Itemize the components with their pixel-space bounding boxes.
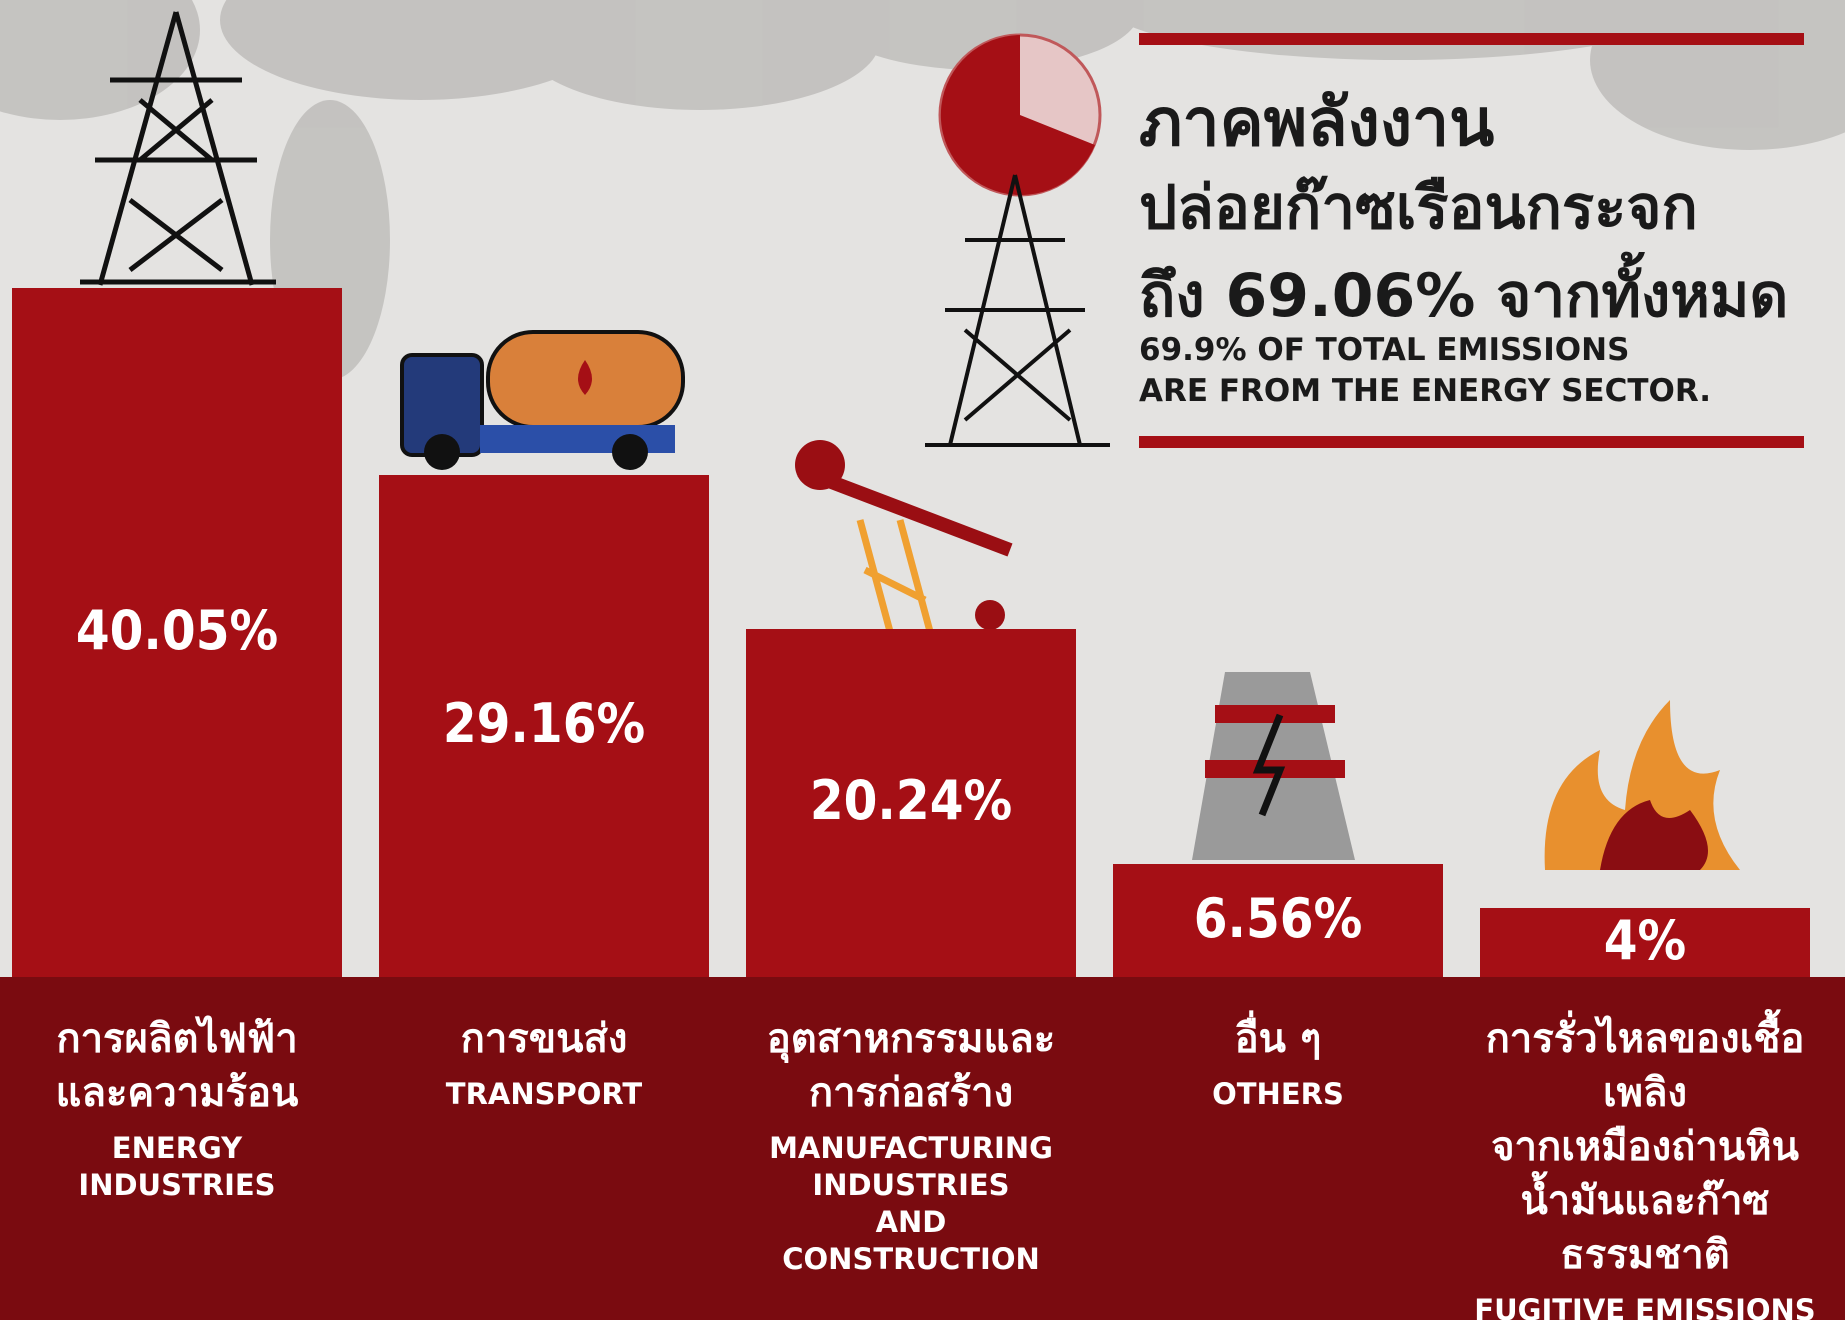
value-label: 4% — [1603, 908, 1687, 972]
pie-icon — [938, 33, 1102, 197]
label-band — [0, 977, 1845, 1320]
category-en: MANUFACTURING — [769, 1131, 1053, 1165]
bar — [1480, 908, 1810, 977]
title-line: ภาคพลังงาน — [1139, 84, 1495, 161]
truck-icon — [400, 330, 685, 470]
category-label: การขนส่ง TRANSPORT — [364, 1012, 724, 1113]
category-en: TRANSPORT — [445, 1077, 643, 1111]
category-th: การรั่วไหลของเชื้อเพลิง — [1485, 1016, 1805, 1116]
category-label: อื่น ๆ OTHERS — [1098, 1012, 1458, 1113]
category-th: การก่อสร้าง — [808, 1070, 1014, 1116]
category-en: AND — [875, 1205, 947, 1239]
cooling-tower-icon — [1192, 672, 1355, 860]
subtitle-line: ARE FROM THE ENERGY SECTOR. — [1139, 373, 1712, 409]
subtitle-line: 69.9% OF TOTAL EMISSIONS — [1139, 332, 1630, 368]
value-label: 6.56% — [1193, 886, 1363, 950]
rule — [1139, 33, 1804, 45]
tower-icon — [80, 11, 276, 286]
value-label: 29.16% — [442, 692, 646, 756]
category-th: อุตสาหกรรมและ — [766, 1016, 1056, 1062]
category-label: การผลิตไฟฟ้าและความร้อน ENERGY INDUSTRIES — [0, 1012, 357, 1204]
category-en: FUGITIVE EMISSIONS — [1474, 1293, 1816, 1320]
bar — [746, 628, 1076, 977]
value-label: 40.05% — [75, 598, 279, 662]
category-label: การรั่วไหลของเชื้อเพลิงจากเหมืองถ่านหินน… — [1465, 1012, 1825, 1320]
category-label: อุตสาหกรรมและการก่อสร้าง MANUFACTURING IND… — [731, 1012, 1091, 1278]
value-label: 20.24% — [809, 768, 1013, 832]
category-en: ENERGY — [111, 1131, 243, 1165]
category-th: จากเหมืองถ่านหิน — [1491, 1124, 1799, 1170]
rule — [1139, 436, 1804, 448]
category-th: น้ำมันและก๊าซธรรมชาติ — [1520, 1178, 1770, 1278]
bar — [1113, 864, 1443, 977]
category-th: การผลิตไฟฟ้า — [56, 1016, 298, 1062]
category-en: INDUSTRIES — [78, 1168, 276, 1202]
title-line: ปล่อยก๊าซเรือนกระจก — [1139, 173, 1698, 243]
category-th: อื่น ๆ — [1234, 1016, 1322, 1062]
category-en: OTHERS — [1212, 1077, 1344, 1111]
bar — [12, 288, 342, 977]
flame-icon — [1544, 700, 1740, 870]
category-en: CONSTRUCTION — [782, 1242, 1040, 1276]
title-line: ถึง 69.06% จากทั้งหมด — [1139, 261, 1789, 331]
pumpjack-icon — [785, 440, 1030, 657]
tower-icon-small — [925, 174, 1110, 447]
category-en: INDUSTRIES — [812, 1168, 1010, 1202]
bar — [379, 475, 709, 977]
category-th: และความร้อน — [55, 1070, 299, 1116]
category-th: การขนส่ง — [460, 1016, 628, 1062]
